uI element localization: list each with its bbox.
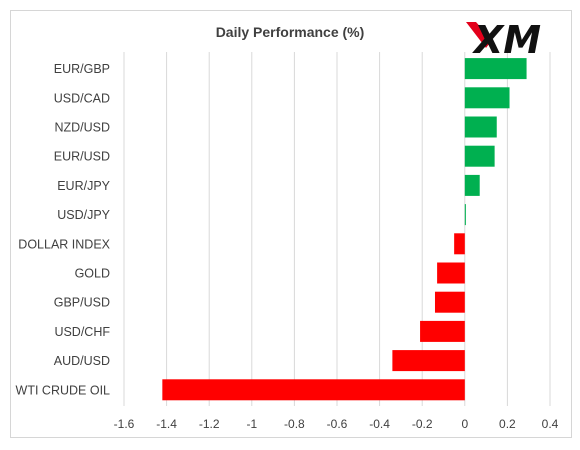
bar [464, 116, 497, 138]
logo-accent-mark [466, 22, 492, 48]
bar [162, 379, 465, 401]
bar [434, 291, 465, 313]
bars [162, 58, 527, 401]
category-label: EUR/GBP [54, 62, 110, 76]
category-label: AUD/USD [54, 354, 110, 368]
x-axis-tick-labels: -1.6 -1.4 -1.2 -1 -0.8 -0.6 -0.4 -0.2 0 0.2 0.4 [114, 417, 559, 431]
x-tick-label: -1 [246, 417, 257, 431]
bar [464, 204, 466, 226]
category-label: EUR/JPY [57, 179, 110, 193]
category-label: GOLD [75, 267, 110, 281]
bar [392, 350, 465, 372]
category-label: USD/CAD [54, 91, 110, 105]
bar [464, 145, 495, 167]
x-tick-label: -0.2 [412, 417, 433, 431]
gridlines [123, 52, 551, 406]
bar [464, 174, 480, 196]
x-tick-label: 0 [461, 417, 468, 431]
category-label: USD/CHF [54, 325, 110, 339]
x-tick-label: 0.4 [542, 417, 559, 431]
x-tick-label: -1.2 [199, 417, 220, 431]
category-label: GBP/USD [54, 296, 110, 310]
x-tick-label: -0.6 [327, 417, 348, 431]
bar [420, 320, 465, 342]
category-label: WTI CRUDE OIL [16, 383, 110, 397]
bar [464, 58, 527, 80]
bar [437, 262, 465, 284]
category-label: USD/JPY [57, 208, 110, 222]
chart-frame [10, 10, 572, 438]
bar [464, 87, 510, 109]
category-labels: EUR/GBP USD/CAD NZD/USD EUR/USD EUR/JPY USD/J… [16, 62, 111, 397]
x-tick-label: -1.6 [114, 417, 135, 431]
category-label: NZD/USD [54, 121, 110, 135]
x-tick-label: -1.4 [156, 417, 177, 431]
chart-title: Daily Performance (%) [216, 24, 365, 40]
xm-logo: XM [466, 18, 541, 62]
category-label: DOLLAR INDEX [18, 237, 110, 251]
x-tick-label: -0.4 [369, 417, 390, 431]
x-tick-label: -0.8 [284, 417, 305, 431]
x-tick-label: 0.2 [499, 417, 516, 431]
logo-text: XM [472, 18, 541, 62]
category-label: EUR/USD [54, 150, 110, 164]
bar [454, 233, 465, 255]
